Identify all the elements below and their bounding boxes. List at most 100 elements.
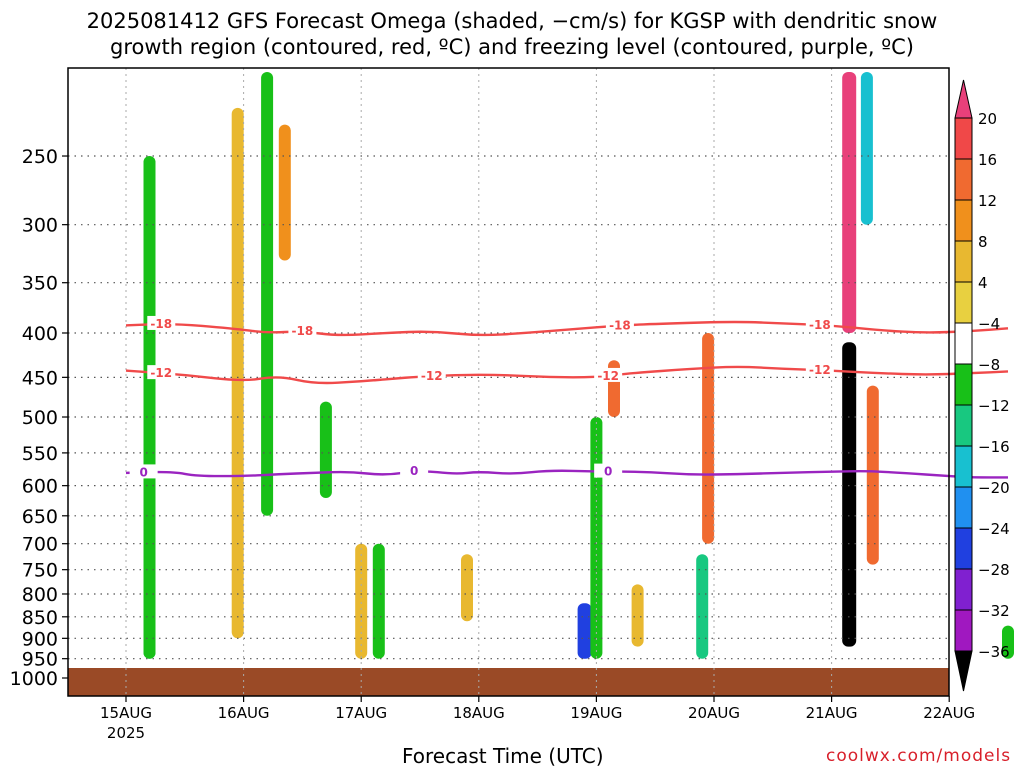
omega-shade-9 — [461, 554, 473, 622]
contour-label-bg-2-2 — [417, 368, 446, 383]
contour-label-bg-1-3 — [605, 317, 634, 332]
colorbar-segment-11 — [954, 527, 973, 570]
contour-label-bg-2-1 — [147, 365, 176, 380]
contour-label-bg-2-3 — [594, 367, 623, 382]
omega-shade-2 — [143, 156, 156, 659]
omega-shade-18 — [860, 72, 873, 225]
omega-shade-6 — [319, 401, 332, 498]
x-tick-label-18AUG: 18AUG — [453, 704, 505, 722]
contour-label-bg-1-4 — [805, 316, 834, 331]
contour-label-3-1: 0 — [139, 465, 147, 479]
contour-label-bg-3-2 — [400, 463, 429, 478]
colorbar-segment-10 — [954, 486, 973, 529]
colorbar-segment-2 — [954, 158, 973, 201]
omega-shading — [143, 72, 1014, 659]
colorbar-bottom-arrow — [954, 650, 973, 692]
y-tick-label-850: 850 — [22, 607, 58, 629]
colorbar-label-7: −8 — [978, 356, 1000, 374]
colorbar-label-14: −36 — [978, 643, 1010, 661]
colorbar-label-2: 16 — [978, 151, 997, 169]
colorbar-label-11: −24 — [978, 520, 1010, 538]
contour-line-1 — [125, 320, 1009, 337]
y-tick-label-250: 250 — [22, 146, 58, 168]
omega-shade-10 — [577, 603, 592, 659]
omega-shade-20 — [1002, 625, 1014, 659]
y-tick-label-1000: 1000 — [10, 668, 58, 690]
colorbar-segment-8 — [954, 404, 973, 447]
colorbar-top-arrow — [954, 79, 973, 119]
contour-line-2 — [125, 365, 1009, 385]
y-tick-label-350: 350 — [22, 273, 58, 295]
omega-shade-17 — [842, 342, 857, 647]
contour-label-2-2: -12 — [421, 369, 443, 383]
y-tick-label-500: 500 — [22, 407, 58, 429]
contour-label-bg-2-4 — [805, 362, 834, 377]
contour-label-bg-1-1 — [147, 315, 176, 330]
y-tick-label-900: 900 — [22, 628, 58, 650]
y-tick-label-950: 950 — [22, 649, 58, 671]
colorbar-label-6: −4 — [978, 315, 1000, 333]
y-tick-label-700: 700 — [22, 534, 58, 556]
contour-label-1-2: -18 — [292, 324, 314, 338]
omega-shade-8 — [372, 543, 385, 659]
contour-label-3-3: 0 — [604, 465, 612, 479]
contour-label-bg-3-3 — [594, 463, 623, 478]
colorbar-segment-13 — [954, 609, 973, 652]
omega-shade-14 — [702, 333, 715, 544]
contour-label-2-1: -12 — [150, 366, 172, 380]
colorbar-label-9: −16 — [978, 438, 1010, 456]
y-tick-label-750: 750 — [22, 560, 58, 582]
omega-shade-15 — [696, 554, 709, 659]
colorbar-segment-7 — [954, 363, 973, 406]
contour-label-bg-3-1 — [129, 464, 158, 479]
x-tick-label-15AUG: 15AUG — [100, 704, 152, 722]
y-tick-label-650: 650 — [22, 506, 58, 528]
chart-title: 2025081412 GFS Forecast Omega (shaded, −… — [0, 8, 1024, 60]
omega-shade-3 — [231, 107, 244, 639]
colorbar-segment-3 — [954, 199, 973, 242]
colorbar-segment-5 — [954, 281, 973, 324]
x-axis: 15AUG 16AUG 17AUG 18AUG 19AUG 20AUG 21AUG 22AUG… — [100, 696, 975, 742]
omega-shade-16 — [842, 72, 857, 333]
y-tick-label-800: 800 — [22, 584, 58, 606]
colorbar-label-13: −32 — [978, 602, 1010, 620]
credit-text: coolwx.com/models — [826, 746, 1012, 766]
contours: -18 -18 -18 -18 -12 -12 -12 -12 0 0 0 — [125, 315, 1009, 479]
title-line-2: growth region (contoured, red, ºC) and f… — [110, 35, 914, 59]
y-axis: 2503003504004505005506006507007508008509… — [10, 146, 68, 690]
omega-shade-5 — [278, 124, 291, 261]
x-tick-label-20AUG: 20AUG — [688, 704, 740, 722]
omega-shade-19 — [866, 385, 879, 565]
colorbar-segment-1 — [954, 117, 973, 160]
contour-label-3-2: 0 — [410, 464, 418, 478]
x-tick-label-19AUG: 19AUG — [570, 704, 622, 722]
contour-label-2-3: -12 — [597, 369, 619, 383]
omega-shade-4 — [261, 72, 274, 516]
contour-line-3 — [125, 469, 1008, 479]
colorbar-label-10: −20 — [978, 479, 1010, 497]
x-tick-label-21AUG: 21AUG — [806, 704, 858, 722]
contour-label-1-4: -18 — [809, 318, 831, 332]
x-tick-label-16AUG: 16AUG — [218, 704, 270, 722]
x-tick-label-22AUG: 22AUG — [923, 704, 975, 722]
x-tick-sublabel-year: 2025 — [107, 724, 145, 742]
y-tick-label-300: 300 — [22, 215, 58, 237]
contour-label-1-1: -18 — [150, 317, 172, 331]
ground-below-surface — [68, 668, 949, 696]
omega-shade-7 — [355, 543, 368, 659]
contour-label-bg-1-2 — [288, 323, 317, 338]
colorbar: 20 16 12 8 4 −4 −8 −12 −16 −20 −24 −28 −32 −36 — [954, 79, 1010, 692]
y-tick-label-600: 600 — [22, 476, 58, 498]
contour-label-2-4: -12 — [809, 363, 831, 377]
contour-label-1-3: -18 — [609, 318, 631, 332]
plot-frame — [67, 67, 950, 697]
colorbar-label-12: −28 — [978, 561, 1010, 579]
y-tick-label-400: 400 — [22, 323, 58, 345]
colorbar-label-1: 20 — [978, 110, 997, 128]
grid — [68, 68, 949, 696]
colorbar-segment-4 — [954, 240, 973, 283]
colorbar-label-4: 8 — [978, 233, 988, 251]
colorbar-label-3: 12 — [978, 192, 997, 210]
colorbar-segment-6 — [954, 322, 973, 365]
